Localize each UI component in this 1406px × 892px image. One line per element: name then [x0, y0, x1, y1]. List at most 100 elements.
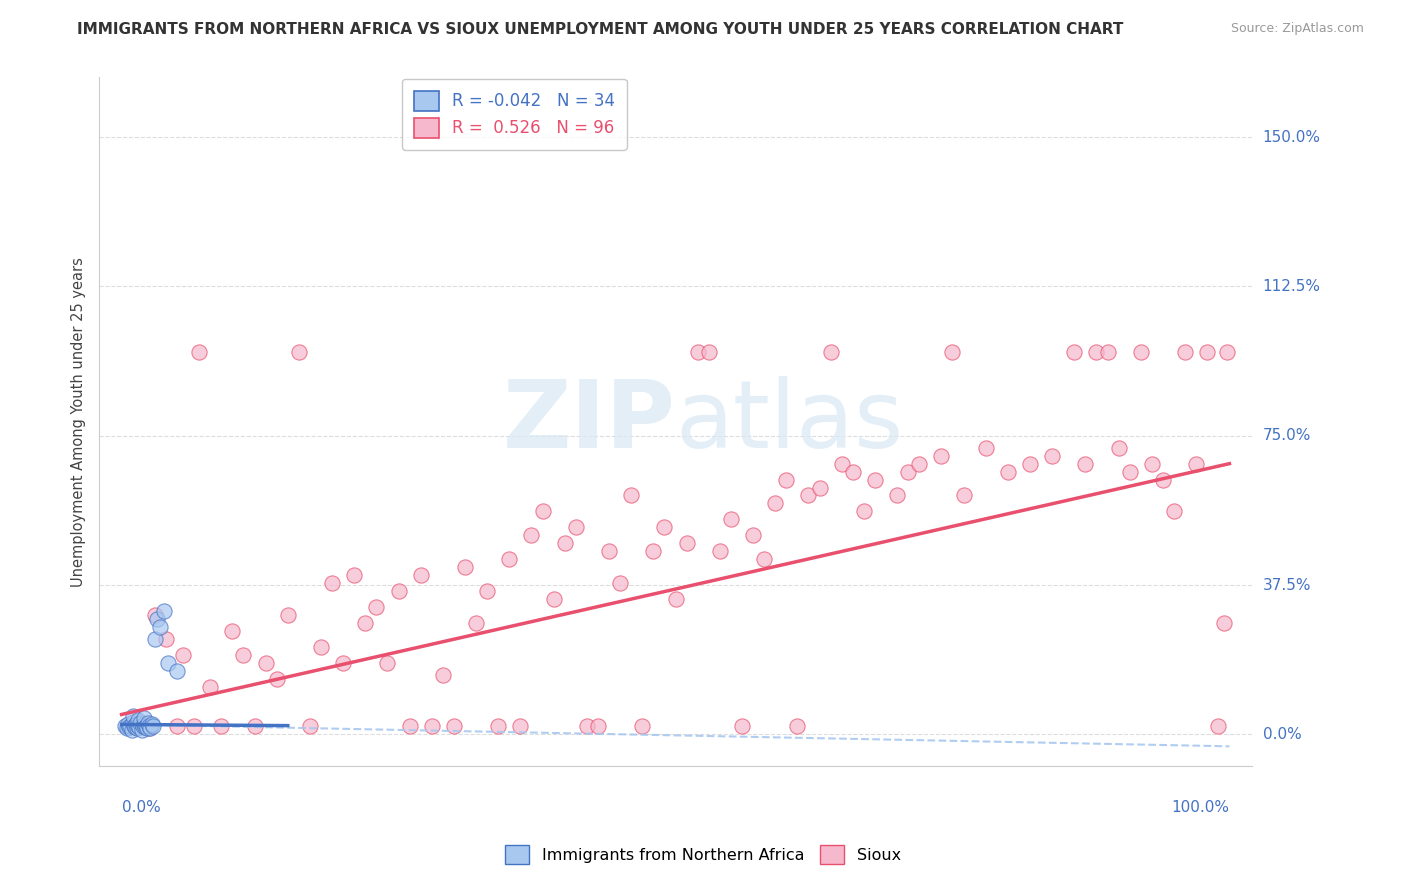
- Point: [443, 719, 465, 733]
- Point: [139, 722, 162, 736]
- Point: [115, 722, 138, 736]
- Point: [387, 584, 409, 599]
- Point: [1163, 504, 1185, 518]
- Point: [377, 656, 399, 670]
- Text: 37.5%: 37.5%: [1263, 578, 1312, 592]
- Point: [842, 465, 865, 479]
- Point: [1216, 345, 1239, 359]
- Point: [155, 632, 177, 646]
- Point: [1085, 345, 1108, 359]
- Point: [131, 723, 153, 737]
- Point: [1197, 345, 1219, 359]
- Point: [631, 719, 654, 733]
- Point: [149, 620, 172, 634]
- Point: [731, 719, 754, 733]
- Point: [465, 615, 488, 630]
- Point: [343, 568, 366, 582]
- Point: [120, 718, 142, 732]
- Point: [897, 465, 920, 479]
- Point: [752, 552, 775, 566]
- Point: [1040, 449, 1063, 463]
- Point: [121, 715, 143, 730]
- Point: [952, 488, 974, 502]
- Y-axis label: Unemployment Among Youth under 25 years: Unemployment Among Youth under 25 years: [72, 257, 86, 587]
- Point: [117, 717, 139, 731]
- Point: [475, 584, 498, 599]
- Point: [686, 345, 709, 359]
- Point: [298, 719, 321, 733]
- Point: [143, 632, 166, 646]
- Point: [486, 719, 509, 733]
- Point: [134, 720, 156, 734]
- Point: [1074, 457, 1097, 471]
- Point: [142, 719, 165, 733]
- Point: [543, 592, 565, 607]
- Point: [931, 449, 953, 463]
- Point: [309, 640, 332, 654]
- Point: [908, 457, 931, 471]
- Point: [575, 719, 598, 733]
- Point: [321, 576, 343, 591]
- Point: [997, 465, 1019, 479]
- Point: [288, 345, 311, 359]
- Text: 0.0%: 0.0%: [121, 799, 160, 814]
- Point: [254, 656, 277, 670]
- Text: 75.0%: 75.0%: [1263, 428, 1310, 443]
- Point: [454, 560, 477, 574]
- Point: [118, 720, 141, 734]
- Point: [643, 544, 665, 558]
- Point: [266, 672, 288, 686]
- Point: [127, 722, 149, 736]
- Point: [409, 568, 432, 582]
- Point: [136, 716, 159, 731]
- Point: [675, 536, 697, 550]
- Point: [432, 667, 454, 681]
- Point: [941, 345, 963, 359]
- Point: [797, 488, 820, 502]
- Point: [127, 714, 149, 728]
- Point: [209, 719, 232, 733]
- Point: [200, 680, 222, 694]
- Point: [127, 718, 149, 732]
- Point: [775, 473, 797, 487]
- Point: [166, 664, 188, 678]
- Text: 0.0%: 0.0%: [1263, 727, 1302, 742]
- Point: [1185, 457, 1208, 471]
- Point: [332, 656, 354, 670]
- Point: [114, 719, 136, 733]
- Text: 150.0%: 150.0%: [1263, 129, 1320, 145]
- Point: [820, 345, 842, 359]
- Point: [1063, 345, 1085, 359]
- Point: [131, 719, 153, 733]
- Point: [132, 717, 155, 731]
- Text: IMMIGRANTS FROM NORTHERN AFRICA VS SIOUX UNEMPLOYMENT AMONG YOUTH UNDER 25 YEARS: IMMIGRANTS FROM NORTHERN AFRICA VS SIOUX…: [77, 22, 1123, 37]
- Point: [221, 624, 243, 638]
- Point: [132, 711, 155, 725]
- Point: [183, 719, 205, 733]
- Point: [620, 488, 643, 502]
- Point: [1152, 473, 1174, 487]
- Point: [654, 520, 676, 534]
- Point: [121, 723, 143, 737]
- Point: [742, 528, 765, 542]
- Point: [135, 718, 157, 732]
- Point: [132, 719, 155, 733]
- Point: [124, 720, 146, 734]
- Point: [398, 719, 420, 733]
- Point: [188, 345, 211, 359]
- Text: Source: ZipAtlas.com: Source: ZipAtlas.com: [1230, 22, 1364, 36]
- Point: [420, 719, 443, 733]
- Point: [122, 719, 145, 733]
- Point: [152, 604, 174, 618]
- Point: [498, 552, 520, 566]
- Point: [138, 722, 160, 736]
- Point: [146, 612, 169, 626]
- Point: [129, 716, 152, 731]
- Point: [808, 481, 831, 495]
- Point: [974, 441, 997, 455]
- Text: 112.5%: 112.5%: [1263, 279, 1320, 294]
- Point: [1097, 345, 1119, 359]
- Point: [831, 457, 853, 471]
- Point: [141, 717, 163, 731]
- Point: [166, 719, 188, 733]
